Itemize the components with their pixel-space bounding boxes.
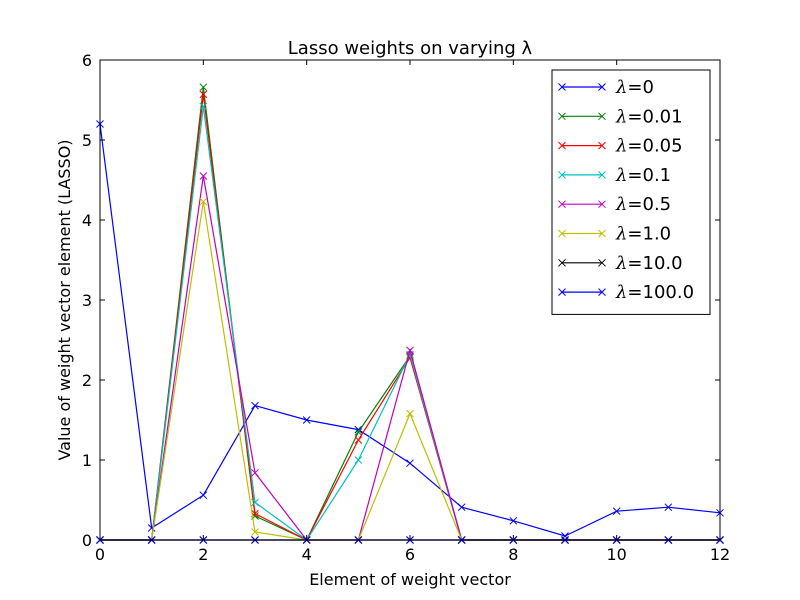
legend-entry: λ=0 [558, 77, 654, 98]
legend-entry: λ=0.01 [558, 106, 683, 127]
legend-lambda: λ [615, 253, 627, 274]
data-point [457, 503, 466, 512]
legend-value: =0 [627, 77, 654, 98]
x-tick-label: 0 [95, 545, 105, 564]
legend-label: λ=100.0 [615, 282, 694, 303]
data-point [558, 112, 566, 121]
legend-value: =0.01 [627, 106, 682, 127]
legend-label: λ=0.5 [615, 194, 671, 215]
data-point [406, 459, 414, 468]
data-point [406, 346, 414, 355]
x-tick-label: 4 [302, 545, 312, 564]
data-point [558, 229, 566, 238]
legend-frame [551, 69, 711, 315]
data-point [598, 112, 606, 121]
data-point [354, 456, 363, 464]
legend-entry: λ=10.0 [558, 253, 683, 274]
data-point [598, 258, 606, 267]
y-tick-label: 2 [82, 371, 92, 390]
data-point [558, 141, 566, 150]
y-axis-label: Value of weight vector element (LASSO) [55, 139, 74, 460]
y-tick-label: 5 [82, 131, 92, 150]
legend-label: λ=0 [615, 77, 654, 98]
legend-entry: λ=0.5 [558, 194, 671, 215]
data-point [354, 428, 363, 436]
x-tick-label: 10 [606, 545, 626, 564]
data-point [558, 258, 566, 267]
data-point [598, 288, 606, 296]
data-point [199, 197, 208, 206]
legend-label: λ=0.01 [615, 106, 683, 127]
legend-entry: λ=0.05 [558, 136, 683, 157]
data-point [251, 401, 259, 410]
legend-lambda: λ [615, 136, 627, 157]
legend-value: =0.05 [627, 136, 682, 157]
data-point [598, 229, 606, 238]
legend-label: λ=1.0 [615, 224, 671, 245]
x-tick-label: 12 [710, 545, 730, 564]
data-point [302, 416, 311, 424]
x-tick-label: 2 [198, 545, 208, 564]
data-point [406, 409, 414, 418]
data-point [664, 503, 673, 512]
legend-label: λ=0.05 [615, 136, 683, 157]
legend-lambda: λ [615, 77, 627, 98]
data-point [558, 171, 566, 179]
x-tick-label: 6 [405, 545, 415, 564]
data-point [251, 528, 259, 536]
x-axis-label: Element of weight vector [309, 570, 511, 589]
x-tick-label: 8 [508, 545, 518, 564]
legend-entry: λ=100.0 [558, 282, 694, 303]
legend: λ=0λ=0.01λ=0.05λ=0.1λ=0.5λ=1.0λ=10.0λ=10… [551, 69, 711, 315]
y-tick-label: 4 [82, 211, 92, 230]
legend-lambda: λ [615, 224, 627, 245]
y-tick-label: 3 [82, 291, 92, 310]
legend-entry: λ=0.1 [558, 165, 671, 186]
data-point [199, 102, 208, 111]
legend-lambda: λ [615, 194, 627, 215]
y-tick-label: 0 [82, 531, 92, 550]
legend-value: =0.5 [627, 194, 671, 215]
legend-entry: λ=1.0 [558, 224, 671, 245]
data-point [598, 200, 606, 209]
legend-lambda: λ [615, 282, 627, 303]
data-point [612, 507, 621, 516]
data-point [558, 83, 566, 91]
legend-value: =100.0 [627, 282, 694, 303]
data-point [199, 90, 208, 99]
legend-lambda: λ [615, 165, 627, 186]
chart-title: Lasso weights on varying λ [288, 38, 533, 59]
data-point [598, 141, 606, 150]
data-point [509, 516, 518, 525]
data-point [598, 171, 606, 179]
legend-label: λ=0.1 [615, 165, 671, 186]
legend-value: =1.0 [627, 224, 671, 245]
legend-value: =10.0 [627, 253, 682, 274]
y-tick-label: 1 [82, 451, 92, 470]
data-point [251, 468, 259, 477]
data-point [199, 83, 208, 92]
legend-lambda: λ [615, 106, 627, 127]
data-point [354, 425, 363, 434]
data-point [558, 200, 566, 209]
data-point [598, 83, 606, 91]
data-point [199, 491, 208, 500]
data-point [354, 436, 363, 444]
data-point [251, 498, 259, 507]
data-point [199, 172, 208, 180]
legend-value: =0.1 [627, 165, 671, 186]
data-point [558, 288, 566, 296]
y-tick-label: 6 [82, 51, 92, 70]
legend-label: λ=10.0 [615, 253, 683, 274]
